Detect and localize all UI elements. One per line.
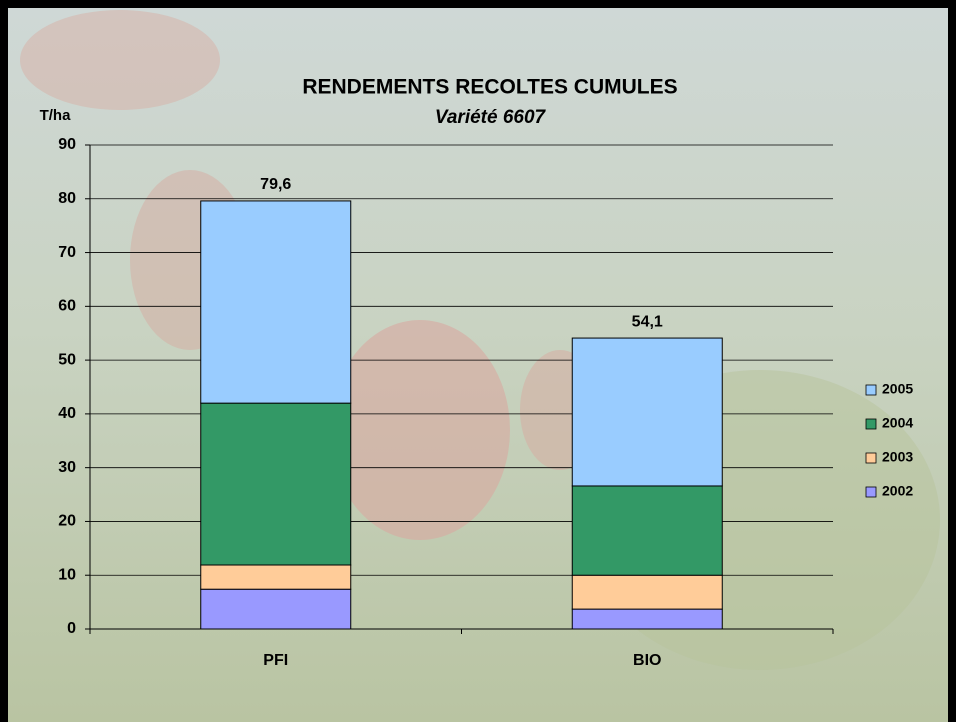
y-tick-label: 30 xyxy=(58,459,76,476)
bar-segment xyxy=(201,403,351,565)
bar-segment xyxy=(572,338,722,486)
total-label: 54,1 xyxy=(632,313,663,330)
y-tick-label: 40 xyxy=(58,405,76,422)
y-tick-label: 80 xyxy=(58,190,76,207)
background-fruit xyxy=(20,10,220,110)
y-axis-label: T/ha xyxy=(40,107,71,124)
bar-segment xyxy=(201,201,351,403)
y-tick-label: 60 xyxy=(58,298,76,315)
y-tick-label: 10 xyxy=(58,566,76,583)
y-tick-label: 50 xyxy=(58,351,76,368)
x-tick-label: BIO xyxy=(633,652,661,669)
y-tick-label: 90 xyxy=(58,136,76,153)
bar-segment xyxy=(572,486,722,575)
x-tick-label: PFI xyxy=(263,652,288,669)
bar-segment xyxy=(572,575,722,609)
legend-swatch xyxy=(866,385,876,395)
y-tick-label: 20 xyxy=(58,513,76,530)
chart: RENDEMENTS RECOLTES CUMULES Variété 6607… xyxy=(0,0,956,722)
bar-segment xyxy=(201,589,351,629)
chart-subtitle: Variété 6607 xyxy=(435,107,547,128)
background-fruit xyxy=(330,320,510,540)
legend-label: 2003 xyxy=(882,449,913,465)
y-tick-label: 0 xyxy=(67,620,76,637)
chart-title: RENDEMENTS RECOLTES CUMULES xyxy=(302,76,677,99)
legend-label: 2005 xyxy=(882,381,913,397)
legend-label: 2004 xyxy=(882,415,913,431)
total-label: 79,6 xyxy=(260,176,291,193)
legend-label: 2002 xyxy=(882,483,913,499)
legend-swatch xyxy=(866,419,876,429)
bar-segment xyxy=(201,565,351,589)
legend-swatch xyxy=(866,453,876,463)
bar-segment xyxy=(572,609,722,629)
legend-swatch xyxy=(866,487,876,497)
y-tick-label: 70 xyxy=(58,244,76,261)
